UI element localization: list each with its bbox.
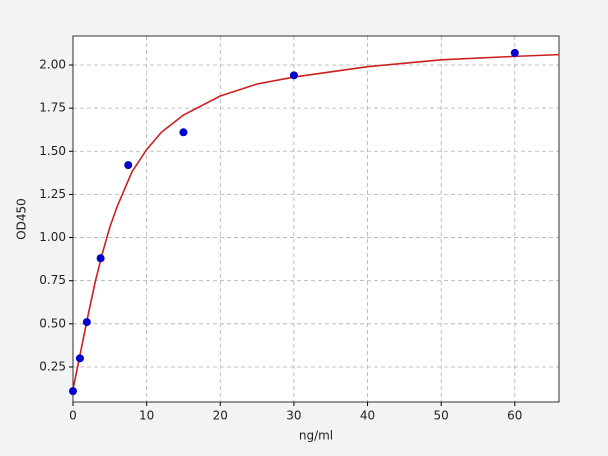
fit-curve <box>72 53 560 390</box>
x-tick-label: 0 <box>69 409 77 423</box>
y-tick-label: 0.75 <box>39 273 66 287</box>
x-tick-label: 60 <box>507 409 522 423</box>
y-tick-label: 1.25 <box>39 187 66 201</box>
x-tick-label: 10 <box>139 409 154 423</box>
y-axis-label: OD450 <box>15 198 29 240</box>
plot-area <box>73 36 559 402</box>
x-tick-label: 30 <box>286 409 301 423</box>
data-point <box>124 161 133 170</box>
data-point <box>96 254 105 263</box>
x-tick-label: 20 <box>213 409 228 423</box>
data-point <box>69 387 77 396</box>
y-tick-label: 1.50 <box>39 144 66 158</box>
data-point <box>289 71 298 80</box>
data-point <box>75 354 84 363</box>
y-tick-label: 1.75 <box>39 101 66 115</box>
plot-frame <box>72 35 560 403</box>
y-tick-label: 1.00 <box>39 230 66 244</box>
data-point <box>510 48 519 57</box>
x-axis-label: ng/ml <box>299 429 333 443</box>
data-point <box>179 128 188 137</box>
y-tick-label: 2.00 <box>39 57 66 71</box>
x-tick-label: 50 <box>434 409 449 423</box>
x-tick-label: 40 <box>360 409 375 423</box>
y-tick-label: 0.25 <box>39 359 66 373</box>
y-tick-label: 0.50 <box>39 316 66 330</box>
data-point <box>82 318 91 327</box>
